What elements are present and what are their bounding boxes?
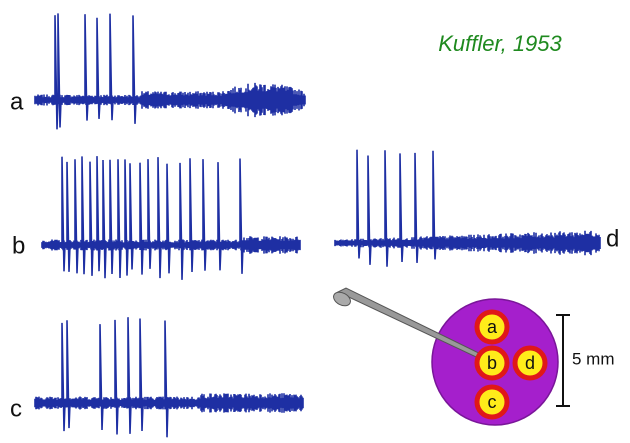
trace-label: b	[12, 232, 25, 259]
recordings	[34, 13, 601, 438]
spot-label: d	[525, 353, 535, 373]
spot	[474, 384, 510, 420]
electrode-end	[333, 291, 351, 307]
spike-trace	[334, 149, 601, 267]
spot-label: c	[488, 392, 497, 412]
spot	[474, 309, 510, 345]
spot	[512, 345, 548, 381]
spot-label: a	[487, 317, 498, 337]
scale-bar	[556, 314, 570, 407]
spike-trace	[41, 156, 301, 280]
spike-trace	[34, 13, 306, 130]
spot	[474, 345, 510, 381]
spike-trace	[34, 317, 304, 438]
receptive-field: a b c d	[333, 287, 559, 426]
trace-label: a	[10, 88, 24, 115]
spot-label: b	[487, 353, 497, 373]
trace-label: c	[10, 395, 22, 422]
citation: Kuffler, 1953	[438, 31, 562, 56]
scale-label: 5 mm	[572, 349, 615, 368]
trace-label: d	[606, 225, 619, 252]
